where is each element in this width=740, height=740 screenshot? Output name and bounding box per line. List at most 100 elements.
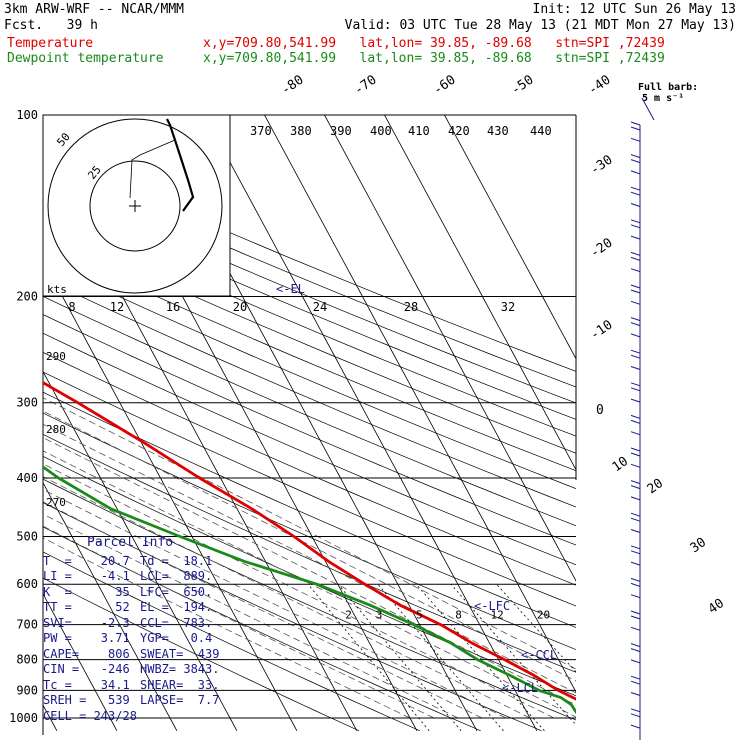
isotherm-label: 30 bbox=[688, 535, 709, 556]
parcel-info-right: LAPSE= 7.7 bbox=[140, 693, 220, 707]
parcel-info-left: CIN = -246 bbox=[43, 662, 130, 676]
parcel-info-left: CELL = 243/28 bbox=[43, 708, 137, 723]
wind-barb-feather bbox=[630, 431, 641, 436]
dry-adiabat-line bbox=[43, 295, 576, 527]
speed-scale-label: 20 bbox=[233, 300, 247, 314]
wind-barb-feather bbox=[630, 626, 641, 631]
wind-barb-feather bbox=[630, 419, 641, 424]
parcel-info-right: HWBZ= 3843. bbox=[140, 662, 220, 676]
parcel-info-row: PW = 3.71 YGP= 0.4 bbox=[43, 631, 237, 647]
theta-label: 380 bbox=[290, 124, 312, 138]
valid-time: Valid: 03 UTC Tue 28 May 13 (21 MDT Mon … bbox=[344, 18, 736, 33]
wind-barb-feather bbox=[630, 121, 641, 126]
pressure-tick-label: 600 bbox=[16, 577, 38, 591]
dry-adiabat-line bbox=[43, 164, 576, 388]
wind-barb-feather bbox=[630, 387, 641, 392]
isotherm-label: -60 bbox=[431, 73, 459, 99]
parcel-info-left: CAPE= 806 bbox=[43, 646, 130, 661]
parcel-info-left: T = 20.7 bbox=[43, 553, 130, 568]
theta-label: 270 bbox=[46, 496, 66, 509]
isotherm-label: -80 bbox=[279, 73, 307, 99]
wind-barb-feather bbox=[630, 561, 641, 566]
el-marker: <-EL bbox=[276, 282, 305, 296]
wind-barb-feather bbox=[630, 137, 641, 142]
dewpoint-legend-label: Dewpoint temperature bbox=[7, 51, 164, 66]
isotherm-label: -40 bbox=[586, 73, 614, 99]
wind-barb-feather bbox=[630, 545, 641, 550]
wind-barb-feather bbox=[630, 675, 641, 680]
parcel-info-right: SHEAR= 33. bbox=[140, 677, 220, 692]
dry-adiabat-line bbox=[43, 412, 576, 650]
wind-barb-feather bbox=[630, 366, 641, 370]
theta-label: 420 bbox=[448, 124, 470, 138]
isotherm-line bbox=[324, 115, 576, 582]
hodograph-kts-label: kts bbox=[47, 283, 67, 296]
theta-label: 440 bbox=[530, 124, 552, 138]
parcel-info-left: K = 35 bbox=[43, 584, 130, 599]
wind-barb-feather bbox=[630, 300, 641, 305]
parcel-info-row: CELL = 243/28 bbox=[43, 709, 237, 725]
hodograph-ring-25 bbox=[89, 160, 181, 252]
dry-adiabat-line bbox=[43, 551, 421, 732]
lcl-marker: <-LCL bbox=[502, 681, 538, 695]
isotherm-line bbox=[264, 115, 576, 693]
init-time: Init: 12 UTC Sun 26 May 13 bbox=[532, 2, 737, 17]
full-barb-key bbox=[641, 97, 655, 121]
hodograph-ring-50 bbox=[47, 118, 223, 294]
dry-adiabat-line bbox=[43, 195, 576, 420]
parcel-info-title: Parcel Info bbox=[87, 535, 174, 550]
dry-adiabat-line bbox=[43, 351, 576, 586]
mixing-ratio-label: 2 bbox=[345, 609, 352, 622]
isotherm-line bbox=[43, 481, 178, 731]
dry-adiabat-line bbox=[43, 478, 576, 721]
wind-barb-feather bbox=[630, 582, 641, 587]
wind-barb-feather bbox=[630, 680, 641, 685]
theta-label: 290 bbox=[46, 350, 66, 363]
wind-barb-feather bbox=[630, 529, 641, 533]
wind-barb-feather bbox=[630, 550, 641, 555]
wind-barb-feather bbox=[630, 349, 641, 354]
wind-barb-feather bbox=[630, 186, 641, 191]
isotherm-line bbox=[43, 259, 298, 731]
model-title: 3km ARW-WRF -- NCAR/MMM bbox=[4, 2, 185, 17]
parcel-info-row: LI = -4.1 LCL= 889. bbox=[43, 569, 237, 585]
wind-barb-feather bbox=[630, 235, 641, 240]
wind-barb-feather bbox=[630, 203, 641, 207]
mixing-ratio-line bbox=[496, 583, 576, 673]
theta-label: 280 bbox=[46, 423, 66, 436]
speed-scale-label: 16 bbox=[166, 300, 180, 314]
mixing-ratio-line bbox=[415, 583, 545, 732]
mixing-ratio-label: 3 bbox=[376, 609, 383, 622]
moist-adiabat-line bbox=[43, 423, 576, 694]
dry-adiabat-line bbox=[43, 455, 576, 697]
parcel-info-left: SVI= -2.3 bbox=[43, 615, 130, 630]
parcel-info-right: EL = 194. bbox=[140, 600, 213, 614]
parcel-info-row: CIN = -246 HWBZ= 3843. bbox=[43, 662, 237, 678]
wind-barb-feather bbox=[630, 317, 641, 322]
isotherm-line bbox=[384, 115, 576, 471]
parcel-info-right: CCL= 783. bbox=[140, 615, 213, 630]
dry-adiabat-line bbox=[43, 211, 576, 437]
dry-adiabat-line bbox=[43, 526, 481, 732]
wind-barbs-column bbox=[630, 97, 655, 740]
mixing-ratio-line bbox=[337, 583, 462, 732]
lfc-marker: <-LFC bbox=[474, 599, 510, 613]
temperature-trace bbox=[43, 381, 576, 701]
wind-barb-feather bbox=[630, 284, 641, 289]
mixing-ratio-line bbox=[377, 583, 504, 732]
wind-barb-feather bbox=[630, 170, 641, 175]
parcel-info-row: T = 20.7 Td = 18.1 bbox=[43, 554, 237, 570]
wind-barb-feather bbox=[630, 219, 641, 224]
parcel-info-row: CAPE= 806 SWEAT= 439 bbox=[43, 647, 237, 663]
theta-label: 410 bbox=[408, 124, 430, 138]
wind-barb-feather bbox=[630, 480, 641, 485]
isotherm-line bbox=[43, 592, 118, 731]
parcel-info-right: LCL= 889. bbox=[140, 569, 213, 583]
wind-barb-feather bbox=[630, 191, 641, 196]
mixing-ratio-label: 8 bbox=[455, 609, 462, 622]
full-barb-label: Full barb: bbox=[638, 82, 699, 93]
mixing-ratio-label: 20 bbox=[537, 609, 550, 622]
theta-label: 400 bbox=[370, 124, 392, 138]
wind-barb-feather bbox=[630, 485, 641, 490]
wind-barb-feather bbox=[630, 724, 641, 729]
